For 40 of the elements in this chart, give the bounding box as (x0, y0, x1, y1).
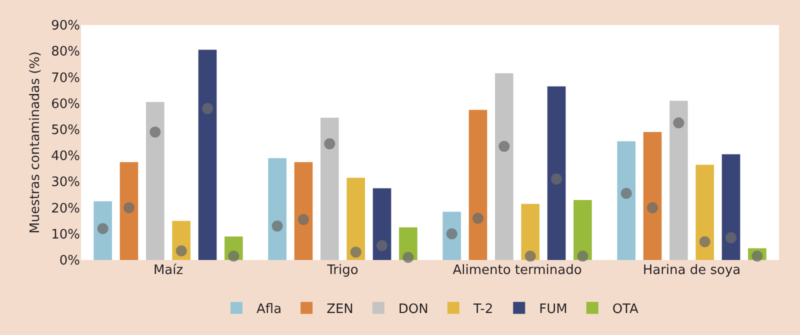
bar (294, 162, 313, 260)
x-tick-label: Alimento terminado (452, 263, 582, 278)
bar (346, 178, 365, 260)
y-tick-label: 10% (51, 227, 80, 242)
bar (372, 188, 392, 260)
bar (617, 141, 636, 260)
y-tick-label: 40% (51, 149, 80, 164)
y-tick-label: 20% (51, 201, 80, 216)
y-tick-label: 80% (51, 44, 80, 60)
y-tick-label: 30% (51, 175, 80, 190)
legend-label: ZEN (326, 302, 354, 317)
bar (670, 100, 688, 260)
y-tick-label: 90% (51, 18, 80, 34)
bar (722, 154, 740, 260)
y-tick-label: 0% (59, 254, 80, 269)
bar (198, 50, 217, 260)
bar (696, 164, 714, 260)
y-tick-label: 50% (51, 122, 80, 138)
x-tick-label: Trigo (326, 263, 358, 278)
bar (268, 158, 286, 260)
x-tick-label: Harina de soya (642, 263, 741, 278)
bar (468, 110, 488, 260)
bar (574, 200, 592, 260)
x-tick-label: Maíz (153, 263, 184, 278)
legend-label: DON (398, 302, 428, 317)
bar (521, 204, 540, 260)
legend-label: T-2 (472, 302, 494, 317)
legend-label: Afla (256, 302, 282, 317)
legend-label: FUM (539, 302, 568, 317)
legend-label: OTA (612, 302, 638, 317)
y-tick-label: 70% (51, 70, 80, 86)
y-tick-label: 60% (51, 96, 80, 112)
bar (94, 201, 112, 260)
y-axis-title: Muestras contaminadas (%) (28, 51, 44, 234)
bar (547, 86, 566, 260)
bar (495, 73, 514, 260)
bar (120, 162, 138, 260)
bar (643, 132, 662, 260)
bar (320, 118, 339, 260)
bar (146, 102, 164, 260)
